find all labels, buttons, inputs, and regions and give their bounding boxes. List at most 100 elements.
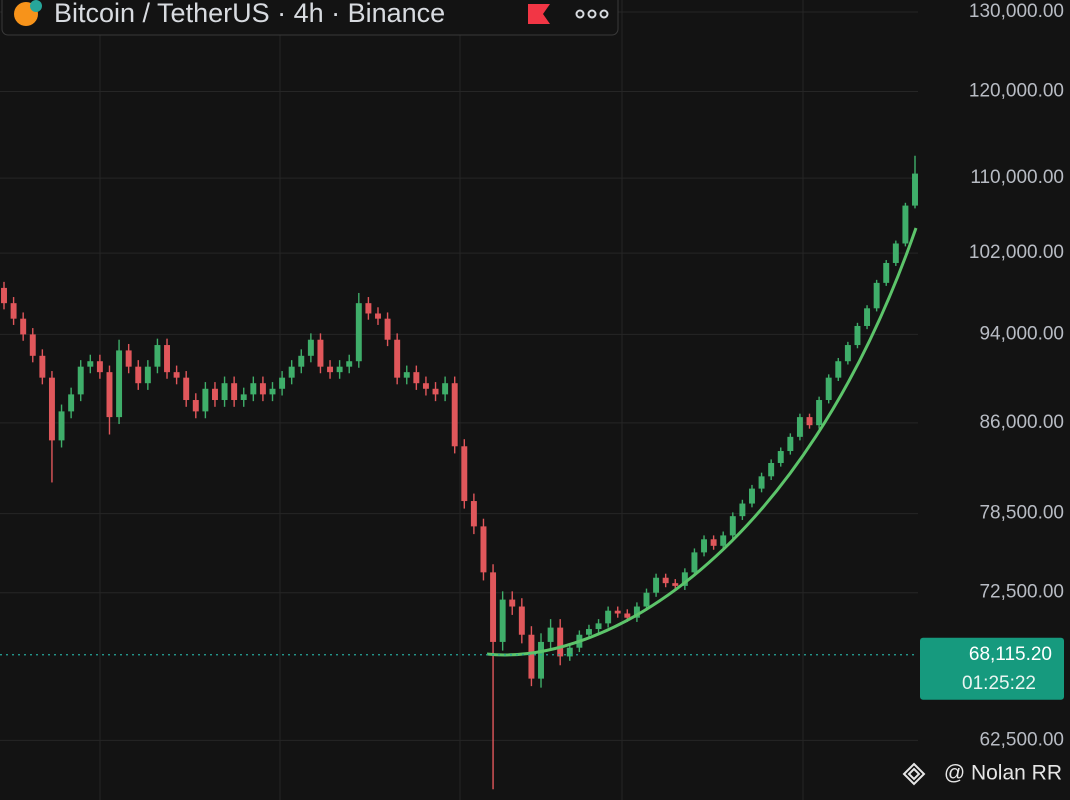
candle-body [192,400,199,412]
candle-body [547,627,554,642]
y-tick-label: 120,000.00 [969,81,1064,102]
candle-body [480,526,487,573]
y-tick-label: 62,500.00 [979,729,1064,750]
candle-body [835,361,842,378]
candle-body [499,599,506,642]
candle-body [29,334,36,356]
candle-body [844,345,851,362]
flag-icon[interactable] [528,4,550,24]
menu-dot[interactable] [599,9,609,19]
candle-body [739,503,746,517]
candle-body [259,383,266,395]
candle-body [796,417,803,437]
candle-body [39,355,46,378]
candle-body [106,372,113,418]
candle-body [20,318,27,335]
candle-body [470,501,477,527]
candle-body [585,629,592,635]
overlay: 68,115.20 01:25:22 [0,637,1064,700]
candle-body [902,205,909,244]
candle-body [864,308,871,326]
candle-body [422,383,429,389]
y-tick-label: 78,500.00 [979,503,1064,524]
candle-body [58,411,65,441]
candle-body [538,641,544,679]
candle-body [777,451,784,463]
candle-body [375,313,381,319]
candle-body [912,173,918,206]
countdown: 01:25:22 [962,673,1036,694]
candle-body [509,599,516,607]
candle-body [681,572,688,586]
candle-body [633,606,640,618]
candle-body [77,366,84,395]
last-price-label: 68,115.20 [969,644,1052,665]
menu-dot[interactable] [587,9,597,19]
candle-body [432,388,439,395]
candle-body [710,539,717,546]
candle-body [164,345,170,373]
candle-body [173,372,180,378]
candle-body [144,366,151,384]
candle-body [394,339,401,378]
candle-body [557,627,564,657]
candle-body [461,446,468,502]
candle-body [566,647,573,657]
candle-body [816,400,823,426]
watermark: @ Nolan RR [902,762,1062,786]
candle-body [183,377,190,401]
candle-body [231,383,238,401]
candle-body [68,394,75,412]
y-tick-label: 94,000.00 [979,323,1064,344]
menu-dot[interactable] [575,9,585,19]
candle-body [221,383,228,401]
candle-body [787,436,794,452]
candle-body [365,303,372,314]
candle-body [202,388,209,412]
candle-body [758,476,765,489]
candle-body [701,539,708,553]
candle-body [691,552,698,573]
candle-body [211,388,218,401]
candle-body [384,318,391,340]
candle-body [595,623,602,630]
candle-body [883,262,890,283]
y-tick-label: 72,500.00 [979,582,1064,603]
candle-body [403,372,410,378]
grid: 62,500.00 72,500.00 78,500.00 86,000.00 94,0… [0,1,1064,750]
candle-body [490,572,497,642]
candle-body [614,610,621,614]
candle-body [854,325,861,346]
candle-body [729,516,736,536]
candle-body [768,462,775,477]
last-price-tag [920,637,1064,700]
candle-body [327,366,334,373]
candle-body [250,383,257,395]
candle-body [269,388,276,395]
chart-title: Bitcoin / TetherUS · 4h · Binance [54,0,445,28]
candle-body [528,634,535,679]
header-box [1,0,619,36]
candle-body [825,377,832,401]
candle-body [672,583,679,586]
y-tick-label: 86,000.00 [979,412,1064,433]
candles [1,155,918,790]
candle-body [643,592,650,607]
candle-body [442,383,449,395]
candle-body [873,282,880,309]
candle-body [116,350,123,418]
watermark-text: @ Nolan RR [944,762,1062,785]
candle-body [355,303,362,362]
tether-icon [30,0,42,12]
y-tick-label: 110,000.00 [970,167,1064,188]
candle-body [298,355,305,367]
candle-body [1,287,7,304]
candle-body [749,488,755,504]
candle-body [346,361,353,367]
candle-body [279,377,286,389]
candle-body [10,303,17,319]
candle-body [317,339,324,367]
candle-body [154,345,161,367]
